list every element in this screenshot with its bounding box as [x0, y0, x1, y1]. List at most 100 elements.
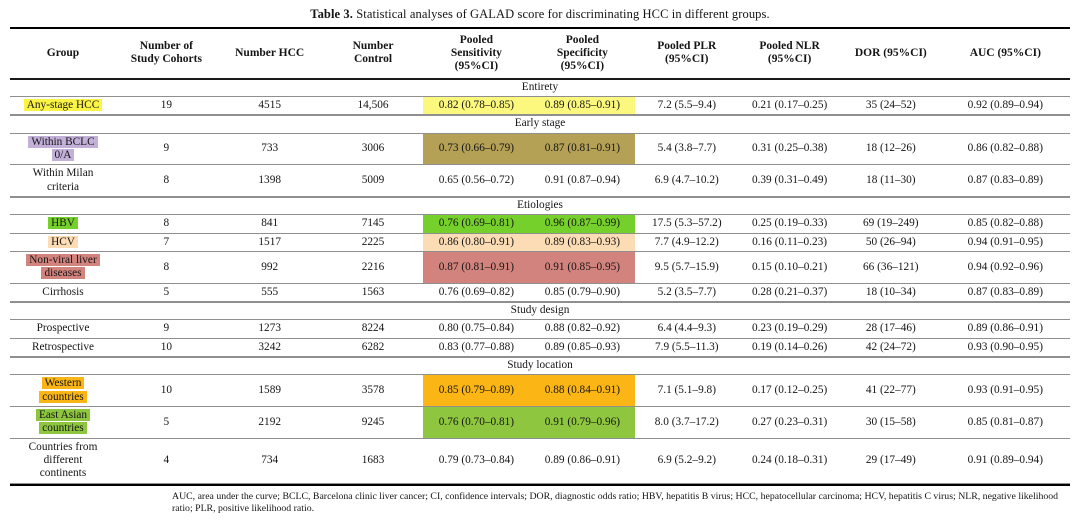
section-row: Etiologies [10, 196, 1070, 216]
table-cell: 0.91 (0.89–0.94) [940, 439, 1070, 484]
table-cell: 0.82 (0.78–0.85) [423, 96, 530, 116]
table-cell: 18 (11–30) [841, 165, 941, 197]
table-cell: 0.94 (0.91–0.95) [940, 234, 1070, 252]
table-cell: 0.21 (0.17–0.25) [738, 97, 841, 116]
group-label: HBV [48, 217, 78, 230]
table-cell: 841 [216, 215, 323, 234]
table-cell: 8 [116, 215, 217, 234]
table-cell: 0.96 (0.87–0.99) [529, 215, 636, 234]
table-cell: 0.25 (0.19–0.33) [738, 215, 841, 234]
table-cell: 0.89 (0.85–0.93) [529, 339, 636, 357]
section-row: Study design [10, 301, 1070, 321]
group-label: Cirrhosis [42, 285, 84, 298]
table-row: Within Milan criteria 8 1398 5009 0.65 (0.56… [10, 165, 1070, 197]
group-label: Western countries [39, 377, 87, 403]
table-cell: 10 [116, 375, 217, 407]
table-footnote: AUC, area under the curve; BCLC, Barcelo… [172, 490, 1059, 515]
group-label: Prospective [36, 322, 90, 335]
table-cell: 3578 [322, 375, 424, 407]
column-header: DOR (95%CI) [841, 29, 941, 80]
table-cell: 0.79 (0.73–0.84) [423, 439, 530, 484]
group-label: Countries from different continents [28, 440, 98, 480]
table-cell: 8.0 (3.7–17.2) [635, 407, 739, 439]
table-cell: 8224 [322, 320, 424, 339]
table-cell: 555 [216, 284, 323, 302]
table-cell: 0.85 (0.79–0.90) [529, 284, 636, 302]
column-header: Pooled PLR (95%CI) [635, 29, 739, 80]
table-cell: 0.91 (0.85–0.95) [529, 251, 636, 284]
table-cell: 0.87 (0.83–0.89) [940, 165, 1070, 197]
table-cell: 7 [116, 234, 217, 252]
table-cell: 0.28 (0.21–0.37) [738, 284, 841, 302]
table-cell: 0.24 (0.18–0.31) [738, 439, 841, 484]
table-cell: 2216 [322, 252, 424, 284]
table-cell: 0.88 (0.82–0.92) [529, 320, 636, 339]
table-cell: 0.19 (0.14–0.26) [738, 339, 841, 357]
table-cell: 66 (36–121) [841, 252, 941, 284]
table-cell: 0.85 (0.82–0.88) [940, 215, 1070, 234]
table-row: East Asian countries 5 2192 9245 0.76 (0.70–… [10, 406, 1070, 439]
table-cell: 0.89 (0.83–0.93) [529, 233, 636, 252]
section-header: Etiologies [10, 196, 1070, 216]
table-row: Any-stage HCC 19 4515 14,506 0.82 (0.78–0.85… [10, 96, 1070, 116]
table-cell: 0.94 (0.92–0.96) [940, 252, 1070, 284]
table-cell: 3242 [216, 339, 323, 357]
table-cell: 30 (15–58) [841, 407, 941, 439]
table-cell: 9.5 (5.7–15.9) [635, 252, 739, 284]
table-cell: 0.23 (0.19–0.29) [738, 320, 841, 339]
table-cell: 1683 [322, 439, 424, 484]
table-cell: 7.9 (5.5–11.3) [635, 339, 739, 357]
table-cell: 0.89 (0.85–0.91) [529, 96, 636, 116]
column-header: Number of Study Cohorts [116, 29, 217, 80]
table-cell: 992 [216, 252, 323, 284]
table-cell: 2225 [322, 234, 424, 252]
group-cell: Countries from different continents [10, 439, 116, 484]
group-cell: HBV [10, 215, 116, 234]
table-cell: 0.76 (0.69–0.82) [423, 284, 530, 302]
table-cell: 50 (26–94) [841, 234, 941, 252]
column-header: Pooled Sensitivity (95%CI) [423, 29, 530, 80]
table-cell: 7.2 (5.5–9.4) [635, 97, 739, 116]
group-label: Retrospective [31, 340, 95, 353]
table-cell: 5 [116, 407, 217, 439]
table-cell: 1589 [216, 375, 323, 407]
table-row: HCV 7 1517 2225 0.86 (0.80–0.91) 0.89 (0.83–0… [10, 233, 1070, 252]
section-header: Early stage [10, 115, 1070, 134]
group-cell: East Asian countries [10, 407, 116, 439]
table-cell: 1398 [216, 165, 323, 197]
table-cell: 9 [116, 134, 217, 166]
group-cell: Within Milan criteria [10, 165, 116, 197]
table-title-label: Table 3. [310, 7, 353, 21]
table-cell: 10 [116, 339, 217, 357]
results-table: Group Number of Study Cohorts Number HCC Nu… [10, 27, 1070, 486]
table-cell: 9245 [322, 407, 424, 439]
section-header: Study design [10, 301, 1070, 321]
table-cell: 4 [116, 439, 217, 484]
table-cell: 0.87 (0.81–0.91) [423, 251, 530, 284]
table-cell: 0.87 (0.83–0.89) [940, 284, 1070, 302]
table-cell: 1273 [216, 320, 323, 339]
table-cell: 7.1 (5.1–9.8) [635, 375, 739, 407]
table-cell: 28 (17–46) [841, 320, 941, 339]
table-cell: 0.39 (0.31–0.49) [738, 165, 841, 197]
section-header: Entirety [10, 80, 1070, 97]
group-label: Any-stage HCC [23, 98, 103, 111]
table-cell: 8 [116, 252, 217, 284]
table-cell: 0.92 (0.89–0.94) [940, 97, 1070, 116]
table-cell: 0.91 (0.79–0.96) [529, 406, 636, 439]
group-label: HCV [48, 235, 78, 248]
table-cell: 0.93 (0.90–0.95) [940, 339, 1070, 357]
column-header: AUC (95%CI) [940, 29, 1070, 80]
table-row: Within BCLC 0/A 9 733 3006 0.73 (0.66–0.79) 0… [10, 133, 1070, 166]
table-row: Prospective 9 1273 8224 0.80 (0.75–0.84) 0.88… [10, 320, 1070, 339]
table-cell: 6.9 (4.7–10.2) [635, 165, 739, 197]
table-cell: 0.16 (0.11–0.23) [738, 234, 841, 252]
group-cell: HCV [10, 234, 116, 252]
table-cell: 17.5 (5.3–57.2) [635, 215, 739, 234]
table-cell: 0.89 (0.86–0.91) [940, 320, 1070, 339]
table-cell: 0.76 (0.70–0.81) [423, 406, 530, 439]
table-cell: 0.91 (0.87–0.94) [529, 165, 636, 197]
table-cell: 0.93 (0.91–0.95) [940, 375, 1070, 407]
table-cell: 41 (22–77) [841, 375, 941, 407]
section-row: Entirety [10, 80, 1070, 97]
